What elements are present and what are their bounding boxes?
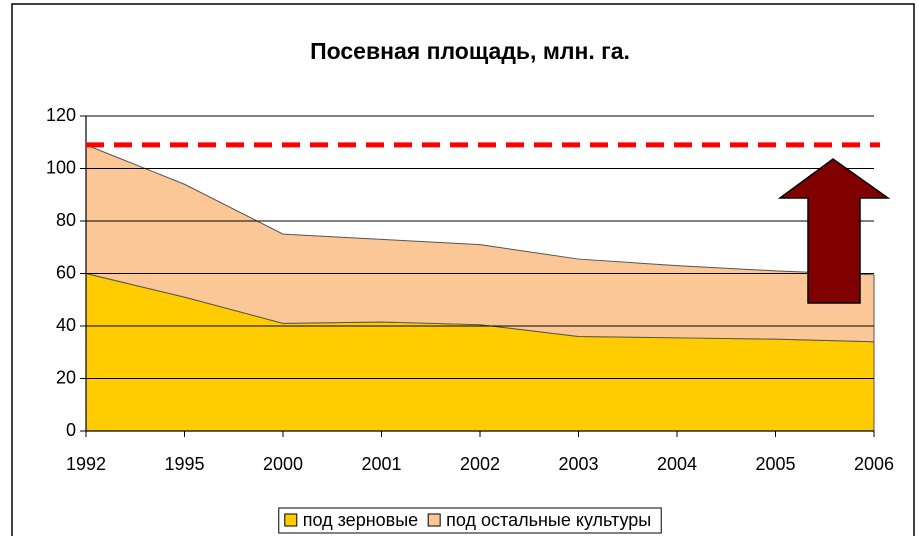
legend-swatch bbox=[284, 513, 298, 527]
chart-title: Посевная площадь, млн. га. bbox=[310, 38, 630, 64]
y-tick-label: 40 bbox=[56, 315, 76, 335]
y-tick-label: 80 bbox=[56, 210, 76, 230]
x-tick-label: 1995 bbox=[164, 454, 204, 474]
y-tick-label: 120 bbox=[46, 105, 76, 125]
y-tick-label: 100 bbox=[46, 157, 76, 177]
y-tick-label: 60 bbox=[56, 262, 76, 282]
up-arrow bbox=[777, 158, 891, 304]
y-tick-label: 0 bbox=[66, 420, 76, 440]
legend-label: под зерновые bbox=[303, 510, 418, 530]
x-tick-label: 2002 bbox=[460, 454, 500, 474]
x-tick-label: 2000 bbox=[263, 454, 303, 474]
legend: под зерновые под остальные культуры bbox=[278, 507, 662, 534]
area bbox=[85, 144, 875, 343]
x-tick-label: 2003 bbox=[558, 454, 598, 474]
y-tick-label: 20 bbox=[56, 367, 76, 387]
x-tick-label: 2004 bbox=[657, 454, 697, 474]
x-tick-label: 1992 bbox=[66, 454, 106, 474]
x-tick-label: 2005 bbox=[755, 454, 795, 474]
legend-swatch bbox=[427, 513, 441, 527]
plot-area: 0 20 40 60 80 100 120 1992 1995 2000 2001 2002 2003 2… bbox=[46, 105, 894, 474]
x-tick-label: 2001 bbox=[361, 454, 401, 474]
arrow bbox=[777, 158, 891, 304]
legend-label: под остальные культуры bbox=[446, 510, 651, 530]
legend-box bbox=[278, 507, 662, 534]
x-tick-label: 2006 bbox=[854, 454, 894, 474]
